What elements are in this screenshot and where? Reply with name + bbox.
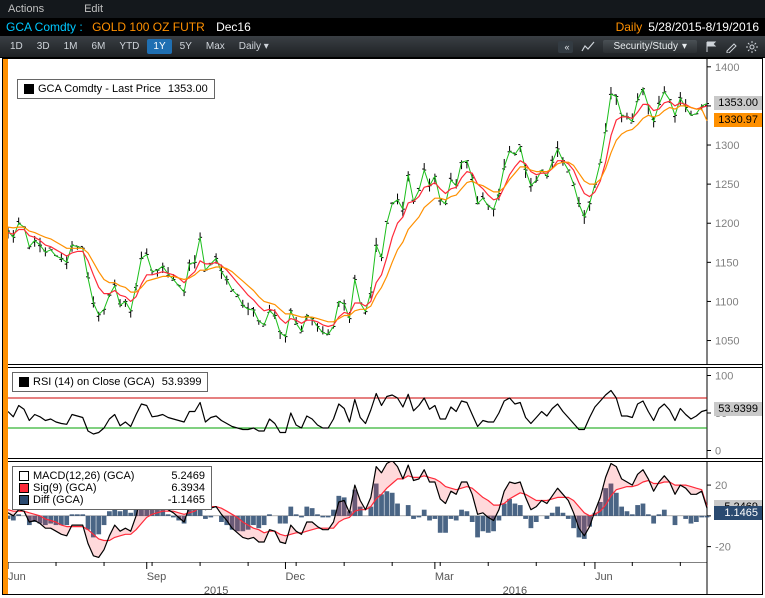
svg-text:-20: -20 (715, 542, 731, 554)
ticker-symbol: GCA Comdty (6, 20, 76, 34)
svg-text:Jun: Jun (8, 571, 26, 583)
edit-icon[interactable] (723, 39, 741, 55)
svg-text:0: 0 (715, 446, 721, 458)
svg-text:1150: 1150 (715, 257, 739, 269)
date-range: 5/28/2015-8/19/2016 (648, 20, 759, 34)
svg-text:20: 20 (715, 480, 727, 492)
security-study-button[interactable]: Security/Study ▾ (603, 40, 697, 53)
toolbar: 1D3D1M6MYTD1Y5YMax Daily ▾ « Security/St… (0, 36, 765, 58)
title-bar: GCA Comdty : GOLD 100 OZ FUTR Dec16 Dail… (0, 18, 765, 36)
price-legend: GCA Comdty - Last Price 1353.00 (17, 79, 215, 99)
scroll-arrows[interactable]: « (558, 41, 573, 53)
gear-icon[interactable] (743, 39, 761, 55)
chart-area[interactable]: 105011001150120012501300135014001353.001… (2, 58, 763, 595)
interval-dropdown[interactable]: Daily ▾ (233, 39, 275, 54)
time-axis: JunSepDecMarJun20152016 (3, 562, 762, 598)
svg-text:1050: 1050 (715, 336, 739, 348)
rsi-legend: RSI (14) on Close (GCA) 53.9399 (12, 372, 208, 392)
instrument-desc: GOLD 100 OZ FUTR (92, 20, 205, 34)
svg-text:1100: 1100 (715, 296, 739, 308)
svg-text:1250: 1250 (715, 179, 739, 191)
rsi-tag: 53.9399 (714, 402, 762, 416)
svg-text:Dec: Dec (285, 571, 305, 583)
timeframe-max[interactable]: Max (200, 39, 231, 54)
chart-type-icon[interactable] (579, 39, 597, 55)
chevron-down-icon: ▾ (264, 41, 269, 52)
macd-legend: MACD(12,26) (GCA)5.2469Sig(9) (GCA)6.393… (12, 466, 212, 510)
security-study-label: Security/Study (613, 41, 677, 52)
svg-text:100: 100 (715, 371, 733, 383)
price-tag-1: 1330.97 (714, 113, 762, 127)
price-chart[interactable]: 10501100115012001250130013501400 (3, 59, 762, 364)
flag-icon[interactable] (703, 39, 721, 55)
timeframe-ytd[interactable]: YTD (113, 39, 145, 54)
menu-edit[interactable]: Edit (84, 3, 103, 15)
timeframe-1y[interactable]: 1Y (147, 39, 171, 54)
timeframe-1m[interactable]: 1M (58, 39, 84, 54)
timeframe-5y[interactable]: 5Y (174, 39, 198, 54)
ticker-sep: : (79, 20, 82, 34)
svg-text:1200: 1200 (715, 218, 739, 230)
svg-text:Jun: Jun (595, 571, 613, 583)
svg-text:Mar: Mar (435, 571, 454, 583)
price-tag-0: 1353.00 (714, 96, 762, 110)
interval-label: Daily (239, 41, 261, 52)
menu-actions[interactable]: Actions (8, 3, 44, 15)
frequency-label: Daily (616, 20, 643, 34)
svg-text:Sep: Sep (147, 571, 167, 583)
chevron-down-icon: ▾ (682, 41, 687, 52)
timeframe-1d[interactable]: 1D (4, 39, 29, 54)
timeframe-3d[interactable]: 3D (31, 39, 56, 54)
contract-month: Dec16 (216, 20, 251, 34)
svg-text:1400: 1400 (715, 62, 739, 74)
left-accent-strip (3, 59, 8, 594)
svg-text:1300: 1300 (715, 140, 739, 152)
macd-tag-1: 1.1465 (714, 506, 762, 520)
timeframe-6m[interactable]: 6M (86, 39, 112, 54)
